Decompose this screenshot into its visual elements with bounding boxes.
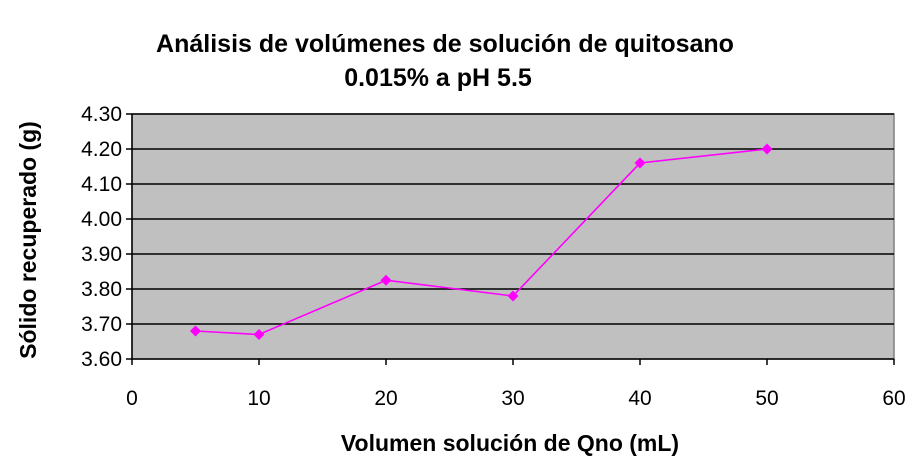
gridlines xyxy=(132,113,894,325)
y-tick-label: 4.20 xyxy=(81,138,122,161)
data-point-marker xyxy=(253,329,265,340)
data-point-marker xyxy=(634,157,646,169)
x-tick-label: 20 xyxy=(374,387,397,410)
x-axis-label: Volumen solución de Qno (mL) xyxy=(341,430,679,456)
x-tick-label: 30 xyxy=(501,387,524,410)
y-tick-label: 3.60 xyxy=(81,348,122,371)
data-series xyxy=(190,143,773,340)
plot-area xyxy=(131,113,895,360)
y-tick-label: 3.80 xyxy=(81,278,122,301)
data-point-marker xyxy=(380,274,392,286)
y-tick-label: 4.00 xyxy=(81,208,122,231)
x-axis-ticks: 0 10 20 30 40 50 60 xyxy=(126,359,906,410)
y-axis-label: Sólido recuperado (g) xyxy=(15,121,41,359)
series-line xyxy=(195,148,768,336)
y-tick-label: 3.70 xyxy=(81,313,122,336)
x-tick-label: 60 xyxy=(882,387,905,410)
data-point-marker xyxy=(507,290,519,302)
data-point-marker xyxy=(761,143,773,155)
y-tick-label: 3.90 xyxy=(81,243,122,266)
x-tick-label: 50 xyxy=(755,387,778,410)
data-point-marker xyxy=(190,325,201,337)
x-tick-label: 10 xyxy=(247,387,270,410)
x-tick-label: 0 xyxy=(126,387,138,410)
chart-title-line-2: 0.015% a pH 5.5 xyxy=(344,64,532,92)
y-axis-ticks: 3.60 3.70 3.80 3.90 4.00 4.10 4.20 4.30 xyxy=(81,103,132,371)
x-tick-label: 40 xyxy=(628,387,651,410)
y-tick-label: 4.30 xyxy=(81,103,122,126)
y-tick-label: 4.10 xyxy=(81,173,122,196)
chart-title-line-1: Análisis de volúmenes de solución de qui… xyxy=(156,30,734,58)
